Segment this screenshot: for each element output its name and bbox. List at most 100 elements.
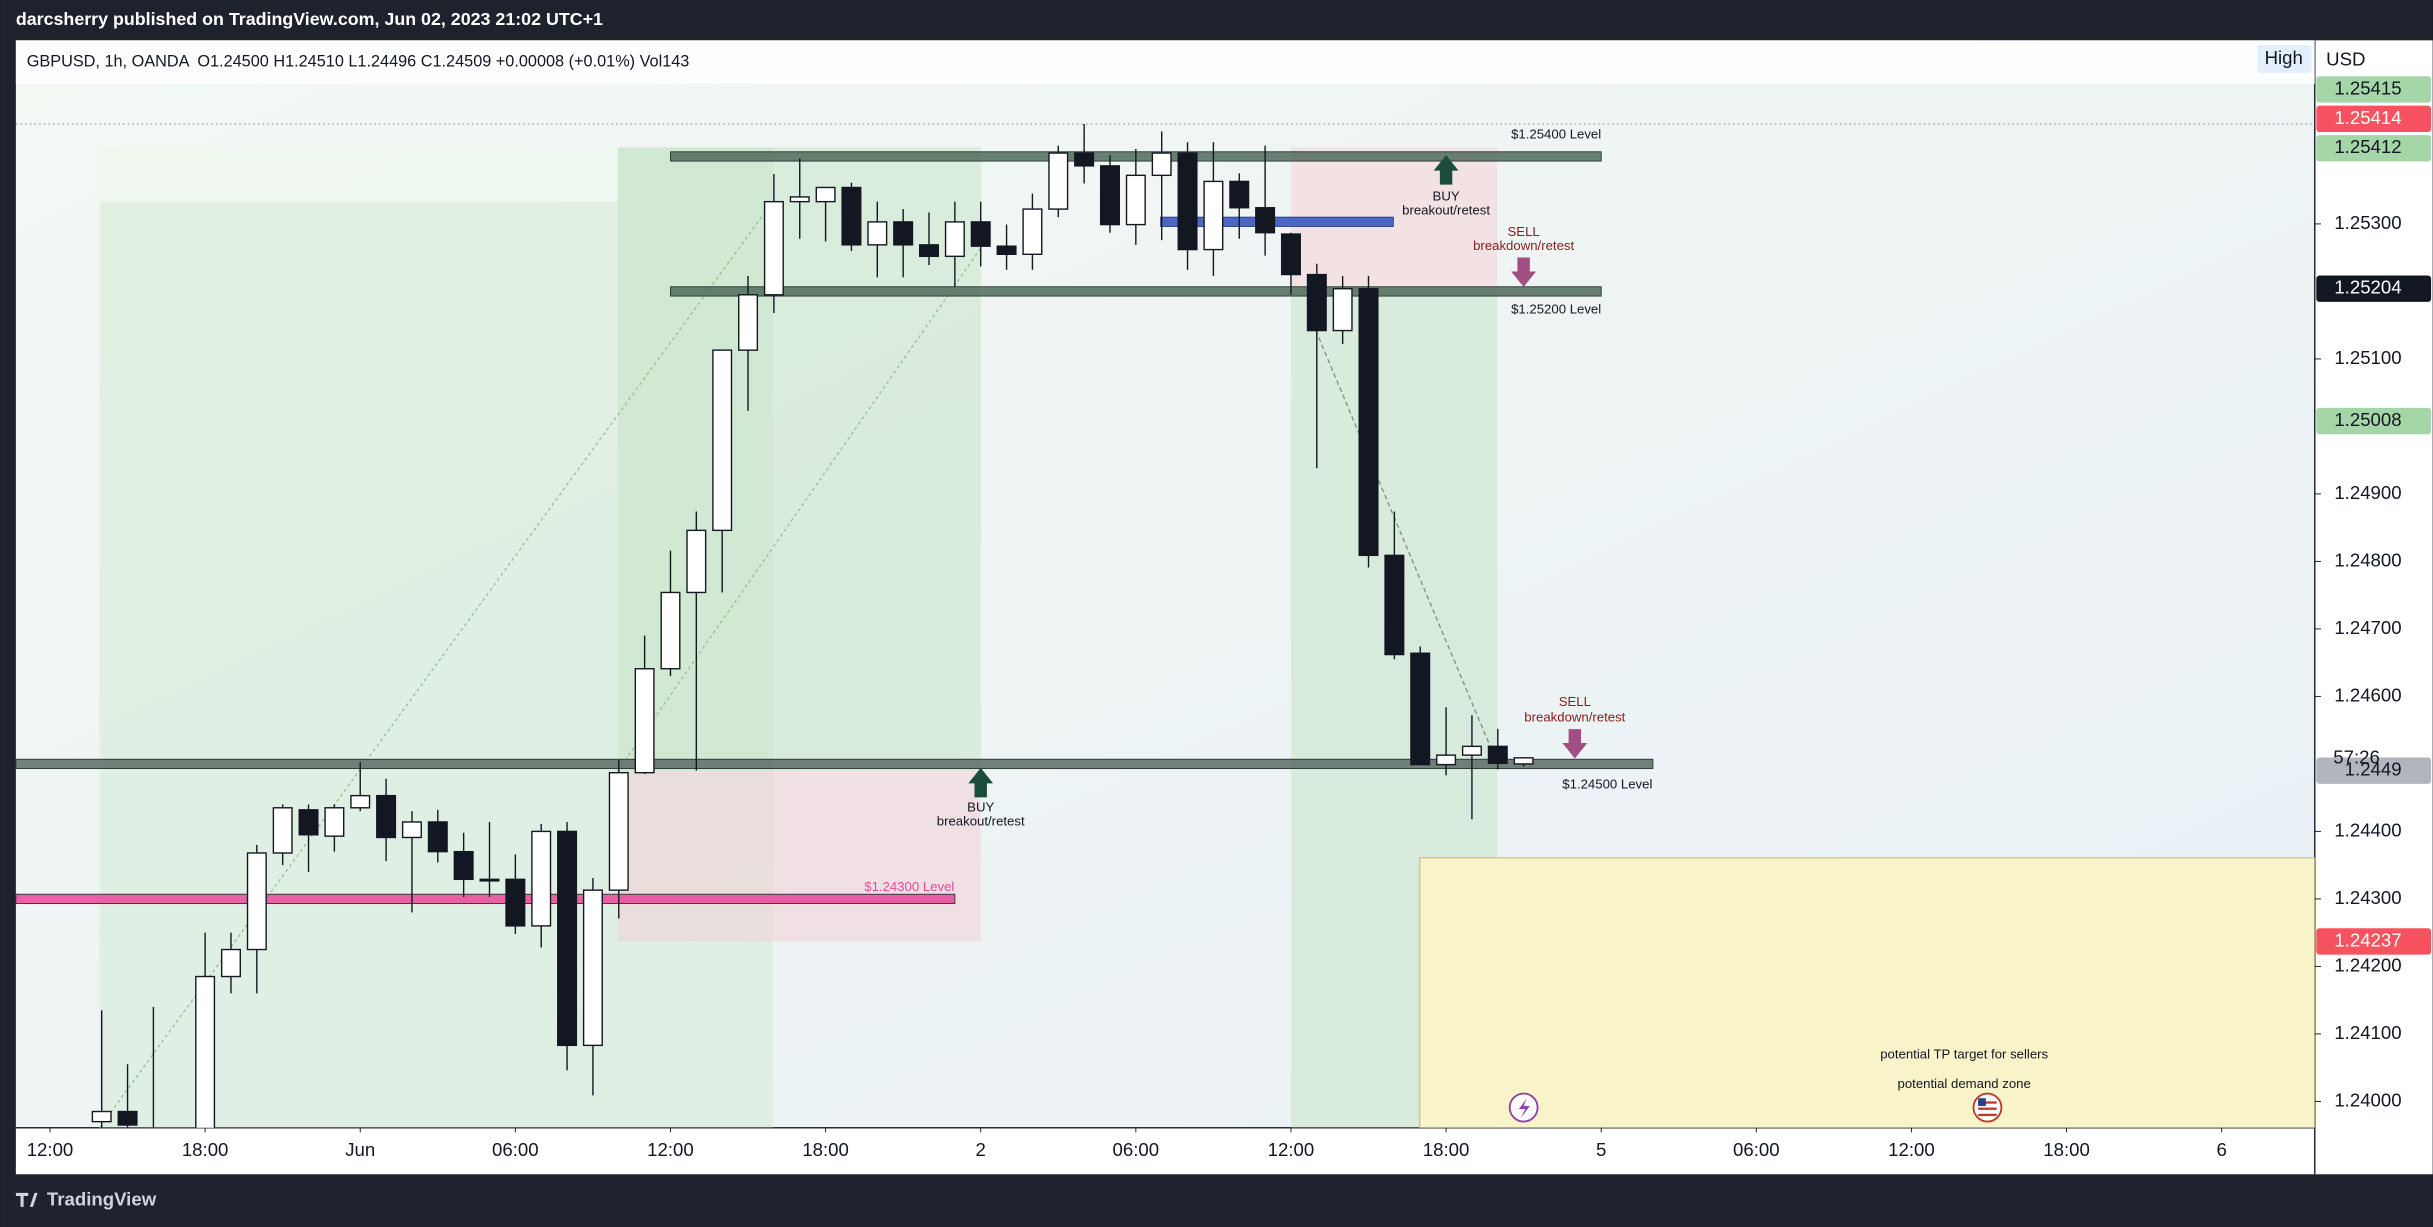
event-icon	[1518, 1098, 1530, 1119]
annotation: breakout/retest	[1402, 202, 1490, 217]
arrow-down	[1562, 729, 1588, 759]
brand-logo	[15, 1192, 38, 1207]
price-badge-label: 1.25412	[2334, 136, 2401, 157]
candle-body	[350, 794, 371, 809]
y-tick-label: 1.24000	[2334, 1089, 2401, 1110]
candle-body	[582, 889, 603, 1047]
demand-zone	[1419, 857, 2315, 1128]
candle-body	[919, 244, 940, 258]
level-line	[15, 758, 1654, 770]
x-tick-label: 12:00	[647, 1139, 694, 1160]
candle-body	[660, 591, 681, 670]
candle-body	[634, 668, 655, 774]
annotation: SELL	[1508, 224, 1540, 239]
candle-body	[1410, 652, 1431, 766]
candle-body	[841, 186, 862, 246]
price-badge-label: 1.25415	[2334, 77, 2401, 98]
candle-body	[1513, 757, 1534, 765]
candle-body	[1255, 207, 1276, 234]
candle-body	[1022, 208, 1043, 255]
y-tick-label: 1.24400	[2334, 819, 2401, 840]
candle-body	[298, 809, 319, 836]
scale-mode[interactable]	[2257, 44, 2312, 73]
candle-body	[608, 771, 629, 891]
zone-top	[99, 147, 618, 202]
flag-stripe	[1978, 1107, 1997, 1110]
candle-body	[557, 830, 578, 1047]
time-axis	[15, 1127, 2315, 1175]
candle-body	[712, 349, 733, 532]
candle-body	[763, 200, 784, 296]
candle-body	[1229, 180, 1250, 209]
candle-body	[1384, 554, 1405, 656]
y-tick-label: 1.24900	[2334, 482, 2401, 503]
candle-body	[1151, 152, 1172, 177]
candle-body	[1332, 288, 1353, 332]
price-badge-label: 1.2449	[2345, 759, 2402, 780]
long-zone	[617, 147, 981, 771]
x-tick-label: 12:00	[27, 1139, 74, 1160]
annotation: breakdown/retest	[1473, 238, 1574, 253]
level-label: $1.24500 Level	[1562, 776, 1652, 791]
price-badge	[2316, 105, 2432, 133]
candle-body	[996, 245, 1017, 255]
annotation: potential TP target for sellers	[1880, 1046, 2048, 1061]
candle-body	[401, 821, 422, 839]
candle-body	[867, 221, 888, 246]
price-badge-label: 1.24237	[2334, 929, 2401, 950]
candle-body	[505, 878, 526, 927]
candle-body	[1099, 165, 1120, 226]
currency: USD	[2326, 48, 2365, 69]
annotation: breakout/retest	[937, 814, 1025, 829]
arrow-up	[1433, 155, 1459, 185]
y-tick-label: 1.24200	[2334, 954, 2401, 975]
candle-body	[686, 529, 707, 594]
flag-stripe	[1978, 1113, 1997, 1117]
price-badge	[2316, 928, 2432, 955]
candle-body	[1436, 754, 1457, 766]
level-label: $1.25400 Level	[1511, 126, 1601, 141]
candle-body	[815, 186, 836, 203]
candle-body	[479, 878, 500, 882]
y-tick-label: 1.24600	[2334, 684, 2401, 705]
x-tick-label: 06:00	[1113, 1139, 1160, 1160]
scale-mode-label[interactable]: High	[2265, 47, 2303, 68]
candle-body	[531, 830, 552, 927]
price-badge	[2316, 135, 2432, 162]
y-tick-label: 1.25300	[2334, 212, 2401, 233]
annotation: BUY	[967, 800, 994, 815]
brand: TradingView	[47, 1189, 157, 1210]
candle-body	[893, 221, 914, 246]
x-tick-label: 18:00	[1423, 1139, 1470, 1160]
arrow-down	[1511, 257, 1537, 287]
symbol: GBPUSD, 1h, OANDA	[27, 52, 190, 70]
candle-body	[376, 794, 397, 839]
annotation: breakdown/retest	[1524, 710, 1625, 725]
price-badge	[2316, 757, 2432, 784]
candle-body	[246, 852, 267, 951]
y-tick-label: 1.24300	[2334, 887, 2401, 908]
candles	[91, 124, 1534, 1128]
candle-body	[117, 1110, 138, 1126]
candle-body	[1461, 745, 1482, 756]
x-tick-label: 12:00	[1888, 1139, 1935, 1160]
candle-body	[91, 1110, 112, 1123]
level-label: $1.25200 Level	[1511, 302, 1601, 317]
candle-body	[944, 221, 965, 258]
x-tick-label: 2	[976, 1139, 986, 1160]
price-badge	[2316, 275, 2432, 302]
candle-body	[220, 948, 241, 978]
x-tick-label: 06:00	[1733, 1139, 1780, 1160]
candle-body	[1358, 288, 1379, 557]
x-tick-label: Jun	[345, 1139, 375, 1160]
legend-bg	[15, 40, 2315, 84]
candle-body	[427, 821, 448, 853]
annotation: SELL	[1559, 694, 1591, 709]
x-tick-label: 18:00	[182, 1139, 229, 1160]
flag-canton	[1978, 1098, 1986, 1107]
stop-zone	[617, 770, 981, 942]
level-line	[670, 286, 1602, 297]
candle-body	[738, 294, 759, 351]
candle-body	[1125, 174, 1146, 226]
